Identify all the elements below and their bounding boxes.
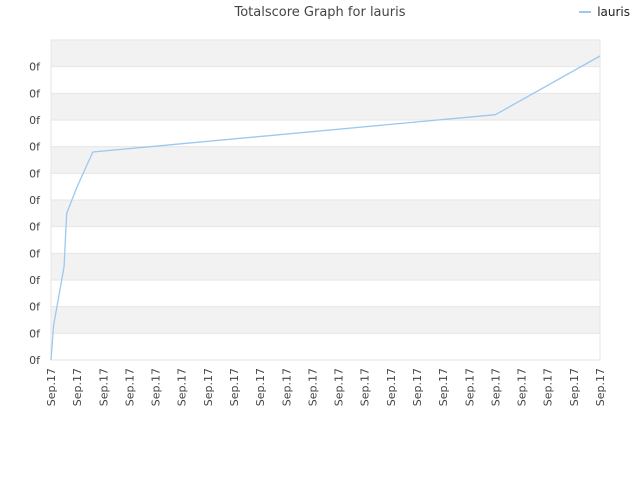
- plot-band: [51, 333, 600, 360]
- x-tick-label: Sep.17: [306, 368, 319, 406]
- x-tick-label: Sep.17: [123, 368, 136, 406]
- x-axis-labels: Sep.17 Sep.17 Sep.17 Sep.17 Sep.17 Sep.17 Sep.…: [45, 368, 607, 406]
- x-tick-label: Sep.17: [202, 368, 215, 406]
- x-tick-label: Sep.17: [516, 368, 529, 406]
- x-tick-label: Sep.17: [254, 368, 267, 406]
- y-tick-label: 0f: [29, 61, 41, 74]
- series-layer: [50, 55, 601, 361]
- y-tick-label: 0f: [29, 221, 41, 234]
- plot-band: [51, 146, 600, 174]
- y-tick-label: 0f: [29, 114, 41, 127]
- y-tick-label: 0f: [29, 274, 41, 287]
- legend[interactable]: lauris: [579, 5, 630, 19]
- y-tick-label: 0f: [29, 327, 41, 340]
- x-tick-label: Sep.17: [568, 368, 581, 406]
- plot-band: [51, 120, 600, 147]
- legend-label: lauris: [597, 5, 630, 19]
- x-tick-label: Sep.17: [333, 368, 346, 406]
- x-tick-label: Sep.17: [97, 368, 110, 406]
- x-tick-label: Sep.17: [411, 368, 424, 406]
- y-tick-label: 0f: [29, 354, 41, 367]
- x-tick-label: Sep.17: [594, 368, 607, 406]
- y-axis-labels: 0f 0f 0f 0f 0f 0f 0f 0f 0f 0f 0f 0f: [29, 61, 41, 367]
- x-tick-label: Sep.17: [71, 368, 84, 406]
- plot-bands: [51, 40, 600, 360]
- y-tick-label: 0f: [29, 87, 41, 100]
- plot-band: [51, 253, 600, 280]
- y-tick-label: 0f: [29, 194, 41, 207]
- plot-band: [51, 93, 600, 120]
- plot-band: [51, 226, 600, 254]
- x-tick-label: Sep.17: [385, 368, 398, 406]
- plot-band: [51, 173, 600, 200]
- plot-band: [51, 200, 600, 227]
- x-tick-label: Sep.17: [437, 368, 450, 406]
- plot-frame: [50, 39, 601, 361]
- x-tick-label: Sep.17: [359, 368, 372, 406]
- x-tick-label: Sep.17: [542, 368, 555, 406]
- x-tick-label: Sep.17: [228, 368, 241, 406]
- x-tick-label: Sep.17: [280, 368, 293, 406]
- y-tick-label: 0f: [29, 167, 41, 180]
- grid-lines: [50, 39, 601, 361]
- plot-band: [51, 306, 600, 334]
- x-tick-label: Sep.17: [150, 368, 163, 406]
- legend-swatch: [579, 11, 592, 13]
- x-tick-label: Sep.17: [489, 368, 502, 406]
- y-tick-label: 0f: [29, 247, 41, 260]
- x-tick-label: Sep.17: [176, 368, 189, 406]
- plot-band: [51, 66, 600, 94]
- chart-title: Totalscore Graph for lauris: [234, 5, 406, 20]
- series-line-lauris[interactable]: [50, 55, 601, 361]
- y-tick-label: 0f: [29, 301, 41, 314]
- plot-band: [51, 280, 600, 307]
- x-tick-label: Sep.17: [45, 368, 58, 406]
- x-tick-label: Sep.17: [463, 368, 476, 406]
- plot-band: [51, 40, 600, 67]
- y-tick-label: 0f: [29, 141, 41, 154]
